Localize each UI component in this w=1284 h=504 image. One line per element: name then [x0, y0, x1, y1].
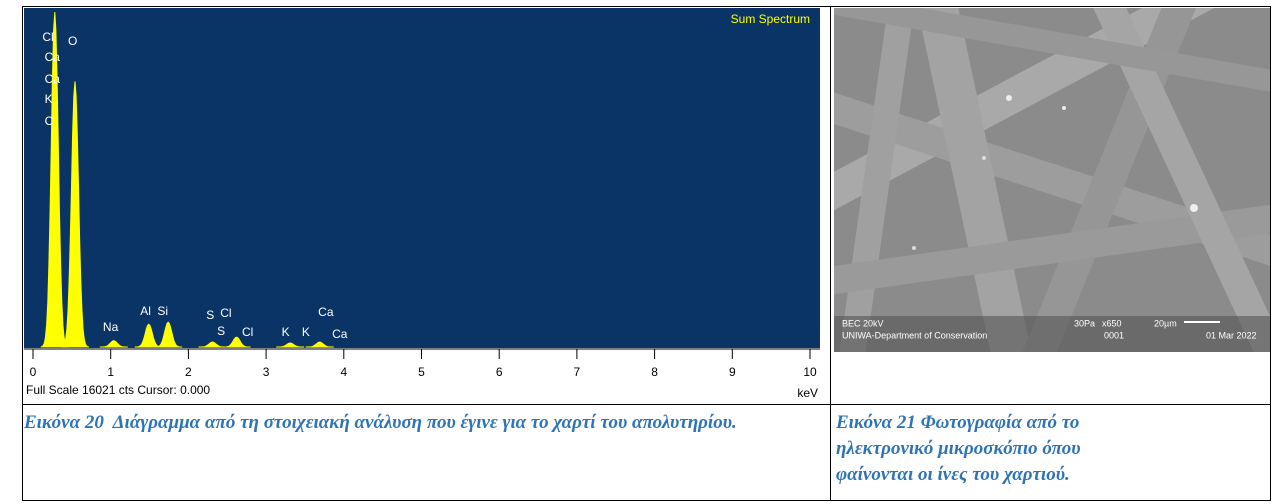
peak-label: Si — [157, 304, 168, 318]
sem-label: BEC 20kV — [842, 318, 884, 328]
peak-label: Ca — [45, 50, 61, 64]
peak-label: Ca — [332, 327, 348, 341]
peak-label: Ca — [45, 72, 61, 86]
sem-label: 0001 — [1104, 330, 1124, 340]
sem-label: 20µm — [1154, 318, 1177, 328]
table-border — [22, 6, 1271, 7]
x-tick-label: 2 — [185, 365, 192, 379]
x-tick-label: 7 — [574, 365, 581, 379]
chart-title: Sum Spectrum — [731, 12, 810, 26]
spectrum-chart: Sum Spectrum Full Scale 16021 cts Cursor… — [24, 8, 828, 404]
table-border — [830, 6, 831, 501]
caption: Εικόνα 21 Φωτογραφία από το ηλεκτρονικό … — [836, 410, 1136, 488]
sem-image: BEC 20kV 30Pa x650 20µm UNIWA-Department… — [834, 8, 1270, 352]
peak-label: Cl — [242, 325, 253, 339]
x-tick-label: 5 — [418, 365, 425, 379]
table-border — [22, 500, 1271, 501]
x-tick-label: 10 — [803, 365, 817, 379]
peak-label: Cl — [220, 306, 231, 320]
plot-background — [24, 8, 820, 348]
footer: Full Scale 16021 cts Cursor: 0.000 — [26, 383, 210, 397]
x-tick-label: 0 — [30, 365, 37, 379]
sem-label: x650 — [1102, 318, 1122, 328]
page: Sum Spectrum Full Scale 16021 cts Cursor… — [0, 0, 1284, 504]
peak-label: O — [68, 34, 77, 48]
table-border — [22, 404, 1271, 405]
peak-label: K — [45, 92, 53, 106]
peak-label: C — [45, 114, 54, 128]
peak-label: Ca — [318, 305, 334, 319]
x-tick-label: 9 — [729, 365, 736, 379]
x-unit: keV — [797, 386, 818, 400]
peak-label: K — [302, 325, 310, 339]
peak-label: K — [282, 325, 290, 339]
peak-label: Cl — [42, 30, 53, 44]
peak-label: Na — [103, 320, 119, 334]
sem-label: UNIWA-Department of Conservation — [842, 330, 987, 340]
peak-label: S — [217, 324, 225, 338]
x-tick-label: 1 — [107, 365, 114, 379]
sem-fibers — [834, 8, 1270, 352]
x-tick-label: 6 — [496, 365, 503, 379]
peak-label: Al — [140, 304, 151, 318]
peak-label: S — [206, 308, 214, 322]
caption: Εικόνα 20 Διάγραμμα από τη στοιχειακή αν… — [24, 410, 794, 436]
sem-label: 30Pa — [1074, 318, 1095, 328]
x-tick-label: 3 — [263, 365, 270, 379]
x-tick-label: 4 — [340, 365, 347, 379]
table-border — [22, 6, 23, 501]
table-border — [1270, 6, 1271, 501]
x-tick-label: 8 — [651, 365, 658, 379]
sem-label: 01 Mar 2022 — [1206, 330, 1257, 340]
